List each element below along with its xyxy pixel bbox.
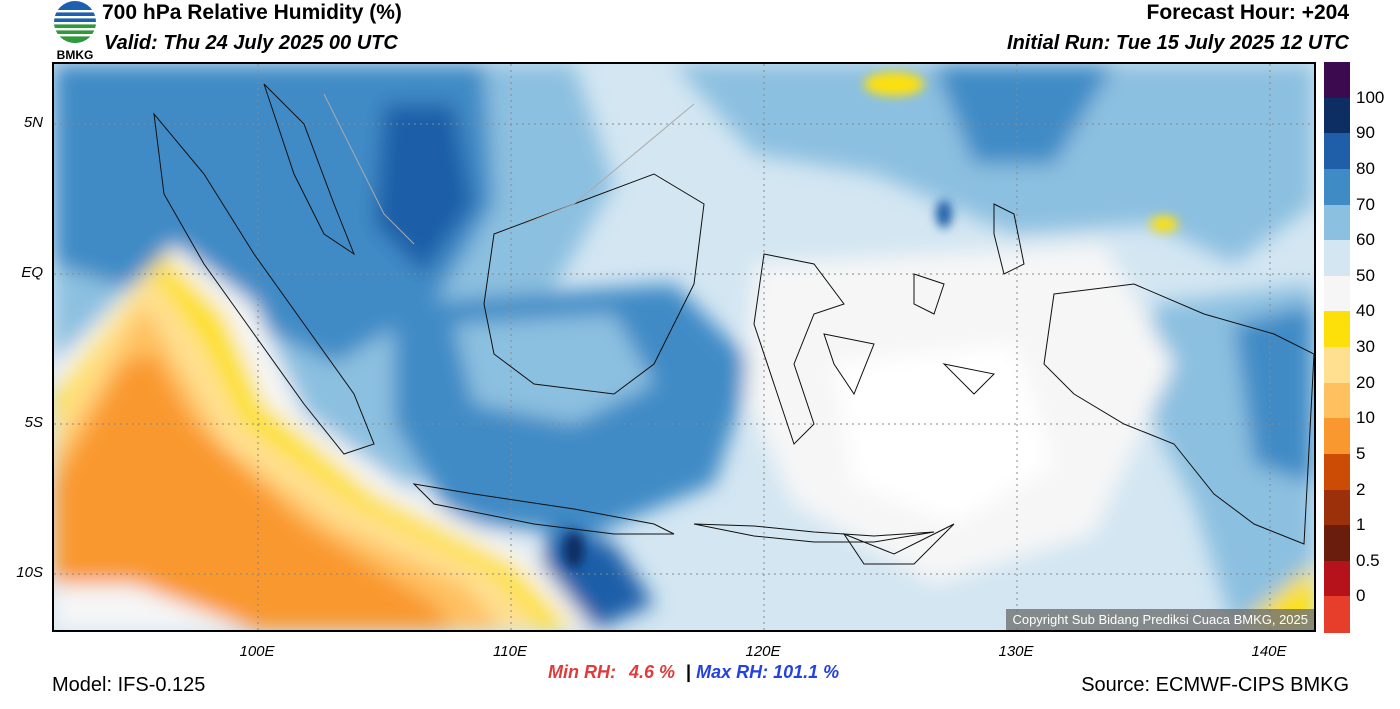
- colorbar-level-label: 20: [1356, 372, 1375, 392]
- colorbar-level-label: 5: [1356, 443, 1366, 463]
- max-rh-label: Max RH:: [696, 662, 769, 682]
- colorbar: [1324, 62, 1350, 633]
- lon-label-110e: 110E: [493, 643, 527, 660]
- colorbar-swatch: [1324, 240, 1350, 277]
- lat-label-10s: 10S: [16, 564, 43, 581]
- colorbar-swatch: [1324, 382, 1350, 419]
- colorbar-level-label: 30: [1356, 337, 1375, 356]
- colorbar-swatch: [1324, 418, 1350, 455]
- lat-label-5s: 5S: [24, 414, 43, 431]
- colorbar-swatch: [1324, 97, 1350, 134]
- logo-text: BMKG: [57, 48, 94, 62]
- colorbar-level-label: 70: [1356, 194, 1375, 214]
- colorbar-level-label: 0.5: [1356, 550, 1380, 570]
- colorbar-swatch: [1324, 347, 1350, 384]
- colorbar-swatch: [1324, 204, 1350, 241]
- humidity-map: Copyright Sub Bidang Prediksi Cuaca BMKG…: [52, 62, 1316, 632]
- colorbar-level-label: 2: [1356, 479, 1366, 499]
- stats-separator: |: [686, 662, 692, 682]
- lon-label-140e: 140E: [1251, 643, 1287, 660]
- initial-run: Initial Run: Tue 15 July 2025 12 UTC: [1007, 32, 1349, 54]
- chart-title: 700 hPa Relative Humidity (%): [102, 1, 402, 24]
- colorbar-swatch: [1324, 62, 1350, 99]
- colorbar-swatch: [1324, 489, 1350, 526]
- colorbar-swatch: [1324, 311, 1350, 348]
- colorbar-level-label: 80: [1356, 158, 1375, 178]
- colorbar-swatch: [1324, 525, 1350, 562]
- colorbar-level-label: 0: [1356, 586, 1366, 606]
- bmkg-logo: BMKG: [54, 1, 96, 62]
- colorbar-level-label: 50: [1356, 265, 1375, 285]
- lon-label-100e: 100E: [239, 643, 275, 660]
- model-label: Model: IFS-0.125: [52, 674, 206, 696]
- forecast-hour: Forecast Hour: +204: [1146, 1, 1350, 24]
- min-rh-value: 4.6 %: [629, 662, 676, 682]
- colorbar-swatch: [1324, 168, 1350, 205]
- coastlines: [153, 83, 1314, 565]
- colorbar-swatch: [1324, 560, 1350, 597]
- copyright-notice: Copyright Sub Bidang Prediksi Cuaca BMKG…: [1006, 609, 1314, 630]
- colorbar-level-label: 40: [1356, 301, 1375, 321]
- colorbar-level-label: 10: [1356, 408, 1375, 428]
- graticule: [54, 64, 1314, 630]
- colorbar-level-label: 100: [1356, 87, 1385, 107]
- valid-time: Valid: Thu 24 July 2025 00 UTC: [104, 32, 398, 54]
- lon-label-120e: 120E: [745, 643, 781, 660]
- min-rh-label: Min RH:: [548, 662, 616, 682]
- source-label: Source: ECMWF-CIPS BMKG: [1081, 674, 1349, 696]
- colorbar-level-label: 60: [1356, 230, 1375, 250]
- lat-label-eq: EQ: [21, 264, 43, 281]
- lon-label-130e: 130E: [998, 643, 1034, 660]
- lat-label-5n: 5N: [23, 114, 43, 131]
- colorbar-swatch: [1324, 596, 1350, 633]
- rh-stats: Min RH: 4.6 % | Max RH: 101.1 %: [548, 662, 839, 683]
- colorbar-level-label: 1: [1356, 515, 1366, 535]
- colorbar-level-label: 90: [1356, 123, 1375, 143]
- map-field: [54, 64, 1314, 630]
- colorbar-swatch: [1324, 453, 1350, 490]
- colorbar-swatch: [1324, 275, 1350, 312]
- max-rh-value: 101.1 %: [773, 662, 840, 682]
- colorbar-swatch: [1324, 133, 1350, 170]
